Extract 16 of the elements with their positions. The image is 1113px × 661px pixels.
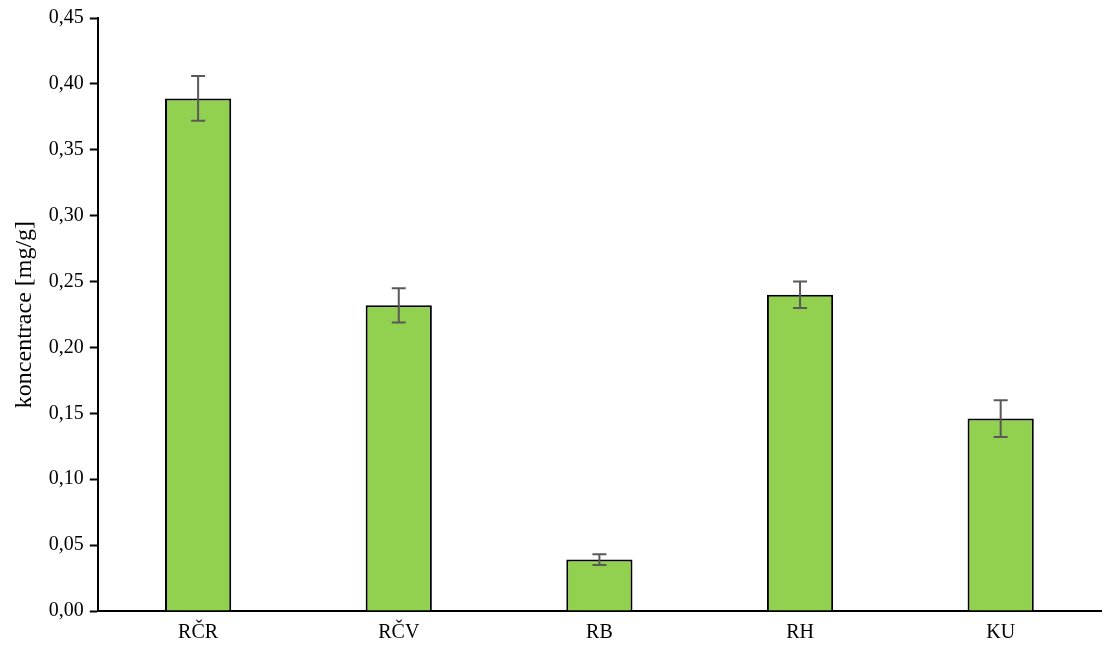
x-tick-label: RČR (178, 619, 219, 643)
y-tick-label: 0,00 (48, 598, 84, 621)
x-tick-label: RB (586, 620, 613, 643)
y-tick-label: 0,25 (48, 268, 84, 291)
x-tick-label: RČV (378, 619, 420, 643)
y-axis-title: koncentrace [mg/g] (9, 220, 36, 409)
y-tick-label: 0,15 (48, 400, 84, 423)
x-tick-label: RH (786, 620, 814, 643)
y-tick-label: 0,20 (48, 334, 84, 357)
x-tick-label: KU (986, 620, 1016, 643)
y-tick-label: 0,05 (48, 532, 84, 555)
y-tick-label: 0,40 (48, 71, 84, 94)
y-tick-label: 0,10 (48, 466, 84, 489)
y-tick-label: 0,45 (48, 5, 84, 28)
y-tick-label: 0,35 (48, 137, 84, 160)
y-tick-label: 0,30 (48, 202, 84, 225)
